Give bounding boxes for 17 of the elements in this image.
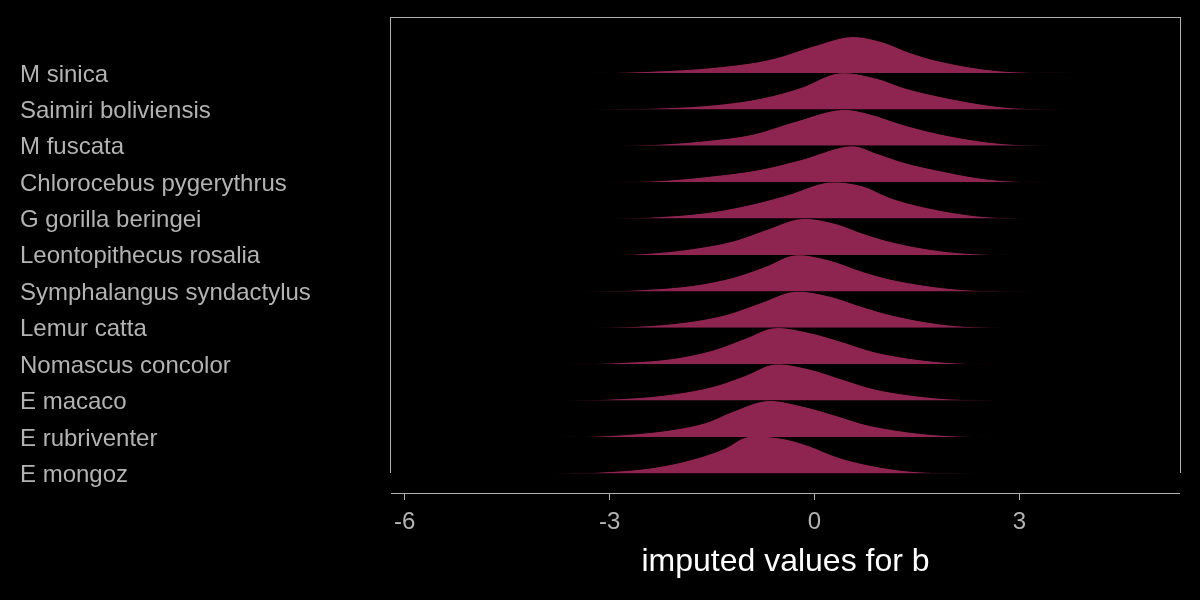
text: Lemur catta <box>20 314 148 341</box>
x-tick-label: -3 <box>598 506 621 534</box>
text: Leontopithecus rosalia <box>20 241 261 268</box>
x-tick-label: -6 <box>393 506 416 534</box>
text: M sinica <box>20 60 109 87</box>
text: E rubriventer <box>20 424 158 451</box>
x-tick-label: 0 <box>807 506 822 534</box>
x-axis-title: imputed values for b <box>641 541 930 578</box>
text: Saimiri boliviensis <box>20 96 211 123</box>
text: Nomascus concolor <box>20 351 231 378</box>
text: Chlorocebus pygerythrus <box>20 169 287 196</box>
x-tick-label: 3 <box>1012 506 1027 534</box>
text: G gorilla beringei <box>20 205 202 232</box>
text: M fuscata <box>20 132 125 159</box>
text: Symphalangus syndactylus <box>20 278 311 305</box>
text: E mongoz <box>20 460 129 487</box>
text: E macaco <box>20 387 127 414</box>
